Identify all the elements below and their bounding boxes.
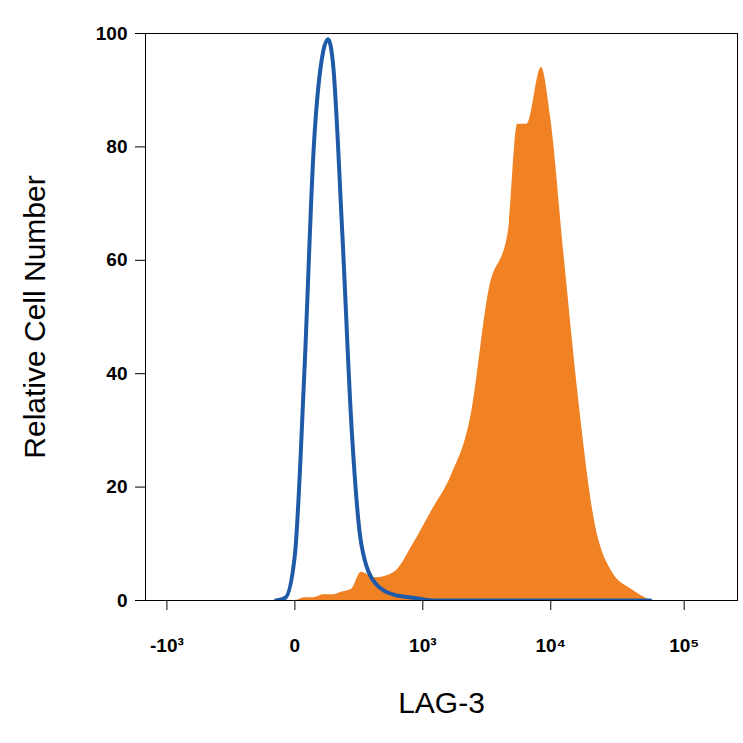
svg-text:100: 100 — [96, 23, 128, 44]
svg-text:80: 80 — [106, 136, 127, 157]
svg-text:60: 60 — [106, 249, 127, 270]
svg-text:0: 0 — [290, 635, 301, 656]
svg-text:10³: 10³ — [409, 635, 436, 656]
svg-text:20: 20 — [106, 476, 127, 497]
svg-text:10⁴: 10⁴ — [535, 635, 566, 656]
svg-text:40: 40 — [106, 363, 127, 384]
svg-text:-10³: -10³ — [150, 635, 184, 656]
svg-text:Relative Cell Number: Relative Cell Number — [18, 175, 51, 458]
svg-text:10⁵: 10⁵ — [669, 635, 699, 656]
svg-text:LAG-3: LAG-3 — [398, 686, 485, 719]
svg-text:0: 0 — [117, 590, 128, 611]
